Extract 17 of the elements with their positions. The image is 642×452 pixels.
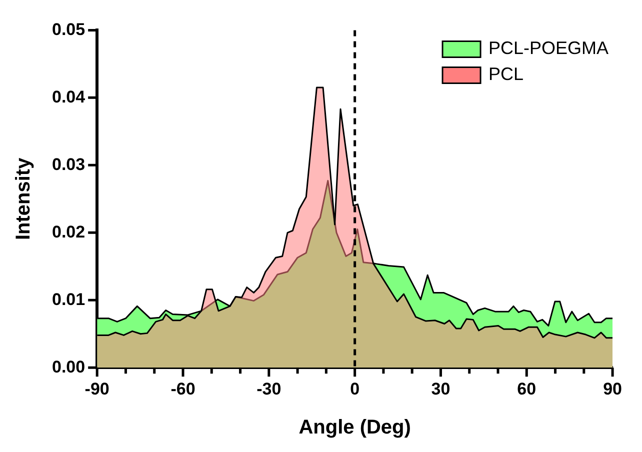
x-axis-title: Angle (Deg) [298, 416, 411, 439]
x-tick-label: 90 [603, 379, 622, 398]
x-tick-label: -90 [84, 379, 110, 398]
legend-label: PCL-POEGMA [488, 38, 609, 58]
x-tick-label: 30 [431, 379, 450, 398]
y-tick-label: 0.02 [52, 222, 86, 242]
y-tick-label: 0.05 [52, 20, 86, 39]
x-tick-label: -60 [170, 379, 196, 398]
y-axis-title: Intensity [12, 156, 35, 240]
y-tick-label: 0.04 [52, 87, 86, 106]
y-tick-label: 0.00 [52, 357, 86, 376]
x-tick-label: -30 [256, 379, 282, 398]
y-tick-label: 0.01 [52, 290, 86, 309]
legend-label: PCL [488, 64, 524, 84]
x-tick-label: 0 [350, 379, 360, 398]
y-tick-label: 0.03 [52, 154, 86, 174]
x-tick-label: 60 [517, 379, 536, 398]
